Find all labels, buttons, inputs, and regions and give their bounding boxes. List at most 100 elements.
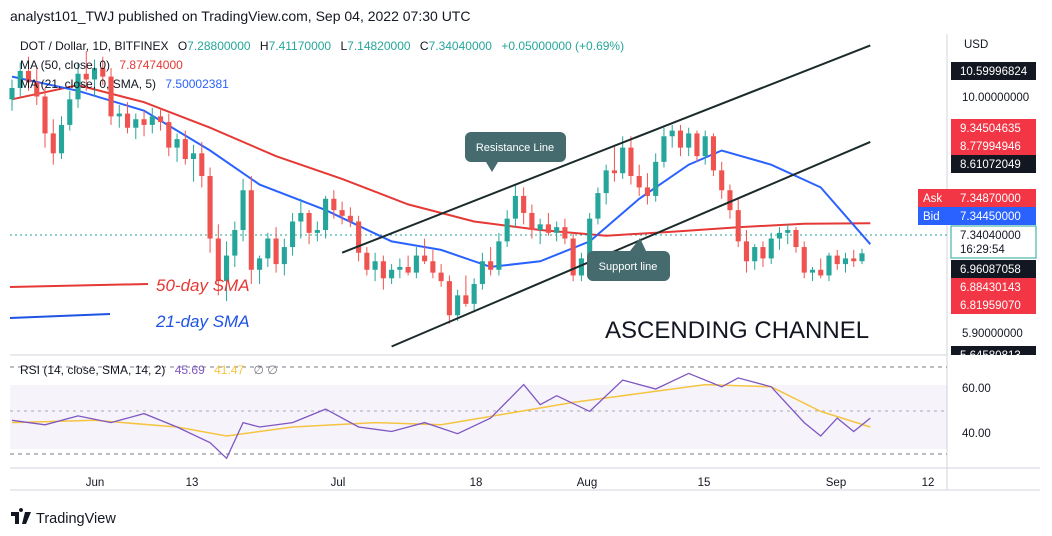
svg-text:6.96087058: 6.96087058 [960, 264, 1021, 276]
candle-body [248, 190, 254, 270]
candle [496, 232, 502, 276]
candle-body [190, 153, 197, 159]
channel-lower-line [391, 140, 871, 348]
candle-body [669, 130, 675, 137]
candle-body [240, 190, 246, 231]
candle [842, 252, 849, 273]
legend-change: +0.05000000 (+0.69%) [501, 39, 624, 53]
candle-body [620, 147, 626, 174]
candle-body [768, 238, 774, 259]
candle [75, 62, 81, 108]
candle-body [314, 230, 320, 233]
svg-text:10.59996824: 10.59996824 [960, 66, 1028, 78]
candle [735, 198, 741, 248]
candle-body [776, 232, 783, 239]
candle [479, 252, 485, 290]
candle [529, 204, 535, 239]
candle-body [100, 68, 106, 77]
candle [306, 210, 312, 245]
candle [595, 187, 601, 225]
candle-body [199, 153, 205, 177]
candle [257, 255, 263, 284]
candle-body [455, 295, 461, 316]
candle [207, 167, 213, 253]
time-label-12: 12 [922, 477, 935, 489]
candle-body [463, 295, 469, 304]
price-tag-6-81: 6.81959070 [951, 296, 1036, 314]
candle-body [174, 139, 180, 148]
candle [166, 113, 172, 157]
candle-body [331, 198, 337, 211]
candle [603, 164, 609, 205]
candle [124, 102, 131, 134]
candle [215, 224, 221, 296]
candle-body [141, 119, 147, 125]
candle [669, 124, 675, 148]
candle [141, 110, 147, 137]
price-tag-8-77: 8.77994946 [951, 137, 1036, 155]
candle-body [290, 221, 296, 248]
candle-body [413, 255, 419, 273]
candle [25, 56, 32, 91]
candle [290, 212, 296, 256]
candle [364, 247, 370, 276]
legend-rsi-extra: ∅ ∅ [253, 363, 277, 377]
candle-body [851, 258, 857, 262]
candle [578, 252, 584, 282]
candle [331, 190, 337, 219]
rsi-axis-label-40: 40.00 [962, 428, 991, 440]
candle-body [182, 139, 188, 159]
candle-body [554, 227, 560, 233]
candle [34, 68, 40, 106]
candle [157, 107, 164, 131]
candle-body [207, 176, 213, 239]
price-tag-8-61: 8.61072049 [951, 155, 1036, 173]
candle-body [224, 255, 230, 282]
candle-body [636, 176, 642, 188]
candle [182, 130, 188, 165]
tv-logo-icon [11, 508, 31, 524]
candle [554, 221, 560, 242]
legend-symbol: DOT / Dollar, 1D, BITFINEX [20, 39, 168, 53]
svg-text:6.88430143: 6.88430143 [960, 282, 1021, 294]
candle [67, 90, 73, 131]
candle-body [323, 198, 329, 231]
candle-body [356, 221, 362, 253]
candle-body [496, 241, 502, 270]
candle-body [644, 187, 650, 196]
svg-text:8.61072049: 8.61072049 [960, 159, 1021, 171]
candle-body [818, 269, 824, 276]
candle [545, 212, 551, 236]
candle [397, 258, 403, 279]
candle [347, 207, 353, 228]
candle [537, 218, 543, 245]
candle [793, 227, 799, 253]
time-label-jun: Jun [86, 477, 105, 489]
tradingview-logo[interactable]: TradingView [11, 508, 116, 527]
time-label-aug: Aug [577, 477, 597, 489]
legend-l-label: L [340, 39, 347, 53]
candle-body [67, 99, 73, 125]
candle [17, 62, 23, 97]
svg-text:16:29:54: 16:29:54 [960, 244, 1005, 256]
sma50-note-label: 50-day SMA [156, 276, 250, 295]
candle [91, 59, 98, 97]
sma21-note-label: 21-day SMA [155, 312, 250, 331]
ascending-channel-title: ASCENDING CHANNEL [605, 317, 869, 344]
price-axis-label-5-9: 5.90000000 [962, 328, 1023, 340]
candle [776, 227, 783, 250]
candle [653, 153, 659, 202]
candle-body [677, 130, 684, 148]
candle-body [306, 212, 312, 233]
candle-body [50, 133, 56, 154]
candle [116, 105, 122, 128]
legend-rsi: RSI (14, close, SMA, 14, 2) 45.69 41.47 … [20, 363, 278, 377]
candle-body [17, 70, 23, 88]
candle-body [661, 136, 667, 162]
candle [405, 255, 411, 276]
candle [463, 275, 469, 307]
candle [413, 247, 419, 279]
candle-body [529, 212, 535, 231]
candle-body [42, 96, 48, 134]
